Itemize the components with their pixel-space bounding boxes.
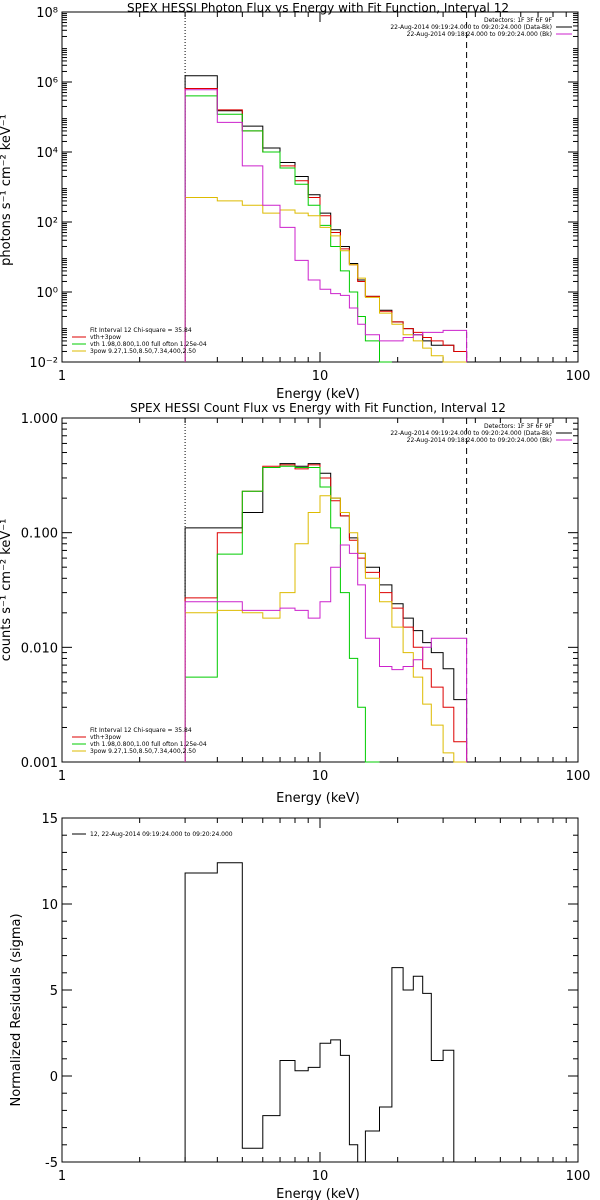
series-line [184,89,468,362]
y-tick-label: 0 [50,1070,58,1085]
y-tick-label: 10⁸ [36,6,58,21]
y-tick-label: -5 [45,1156,58,1171]
legend-text: vth+3pow [90,334,121,341]
series-line [184,495,467,763]
x-tick-label: 100 [566,369,591,384]
y-tick-label: 0.100 [21,527,58,542]
plot-frame [61,11,579,363]
y-axis-label: photons s⁻¹ cm⁻² keV⁻¹ [0,114,14,266]
series-line [184,197,467,363]
header-text: 22-Aug-2014 09:18:24.000 to 09:20:24.000… [407,437,552,444]
series-line [184,464,468,762]
series-line [184,95,392,363]
x-tick-label: 100 [566,769,591,784]
y-tick-label: 0.001 [21,756,58,771]
legend-text: vth 1.98,0.800,1.00 full ofton 1.25e-04 [90,741,207,748]
series-line [184,544,468,762]
legend-text: 3pow 9.27,1.50,8.50,7.34,400,2.50 [90,348,196,355]
x-axis-label: Energy (keV) [276,1187,360,1200]
y-tick-label: 10⁻² [29,356,58,371]
header-text: Detectors: 1F 3F 6F 9F [484,17,553,24]
legend-text: 12, 22-Aug-2014 09:19:24.000 to 09:20:24… [90,831,233,838]
y-axis-label: Normalized Residuals (sigma) [9,913,24,1106]
x-axis-label: Energy (keV) [276,791,360,806]
header-text: 22-Aug-2014 09:18:24.000 to 09:20:24.000… [407,31,552,38]
panel-title: SPEX HESSI Count Flux vs Energy with Fit… [130,401,506,415]
y-tick-label: 10⁶ [36,76,58,91]
legend-text: 3pow 9.27,1.50,8.50,7.34,400,2.50 [90,748,196,755]
series-line [184,463,468,762]
y-tick-label: 10² [36,216,58,231]
panel-title: SPEX HESSI Photon Flux vs Energy with Fi… [127,1,509,15]
y-tick-label: 15 [41,812,58,827]
header-text: 22-Aug-2014 09:19:24.000 to 09:20:24.000… [390,24,552,31]
legend-text: Fit Interval 12 Chi-square = 35.84 [90,327,192,334]
x-tick-label: 1 [58,769,66,784]
y-tick-label: 1.000 [21,412,58,427]
header-text: Detectors: 1F 3F 6F 9F [484,423,553,430]
x-tick-label: 1 [58,369,66,384]
y-tick-label: 5 [50,984,58,999]
y-tick-label: 10⁴ [36,146,58,161]
x-tick-label: 1 [58,1169,66,1184]
y-tick-label: 10 [41,898,58,913]
legend-text: Fit Interval 12 Chi-square = 35.84 [90,727,192,734]
legend-text: vth+3pow [90,734,121,741]
series-line [184,465,380,763]
y-tick-label: 0.010 [21,641,58,656]
series-line [184,75,468,362]
plot-frame [61,817,579,1163]
x-tick-label: 10 [312,369,329,384]
y-tick-label: 10⁰ [36,286,58,301]
photon-flux-panel: SPEX HESSI Photon Flux vs Energy with Fi… [0,1,590,402]
y-axis-label: counts s⁻¹ cm⁻² keV⁻¹ [0,519,14,662]
x-axis-label: Energy (keV) [276,387,360,402]
x-tick-label: 100 [566,1169,591,1184]
x-tick-label: 10 [312,1169,329,1184]
header-text: 22-Aug-2014 09:19:24.000 to 09:20:24.000… [390,430,552,437]
residuals-panel: Normalized Residuals (sigma) Energy (keV… [9,812,590,1200]
count-flux-panel: SPEX HESSI Count Flux vs Energy with Fit… [0,401,590,806]
legend-text: vth 1.98,0.800,1.00 full ofton 1.25e-04 [90,341,207,348]
series-line [184,862,455,1163]
x-tick-label: 10 [312,769,329,784]
